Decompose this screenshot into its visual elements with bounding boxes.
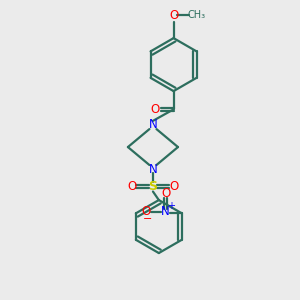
Text: N: N [148, 163, 157, 176]
Text: N: N [148, 118, 157, 131]
Text: O: O [141, 205, 150, 218]
Text: N: N [161, 205, 170, 218]
Text: S: S [148, 180, 158, 193]
Text: O: O [151, 103, 160, 116]
Text: O: O [161, 187, 170, 200]
Text: CH₃: CH₃ [188, 11, 206, 20]
Text: O: O [169, 9, 178, 22]
Text: O: O [127, 180, 136, 193]
Text: −: − [143, 214, 153, 224]
Text: O: O [169, 180, 179, 193]
Text: +: + [167, 201, 175, 211]
